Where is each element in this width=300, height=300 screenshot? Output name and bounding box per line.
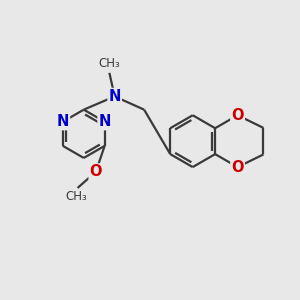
- Text: N: N: [98, 114, 111, 129]
- Text: N: N: [109, 89, 121, 104]
- Text: N: N: [57, 114, 69, 129]
- Text: O: O: [231, 108, 244, 123]
- Text: O: O: [231, 160, 244, 175]
- Text: CH₃: CH₃: [65, 190, 87, 203]
- Text: CH₃: CH₃: [98, 57, 120, 70]
- Text: O: O: [90, 164, 102, 179]
